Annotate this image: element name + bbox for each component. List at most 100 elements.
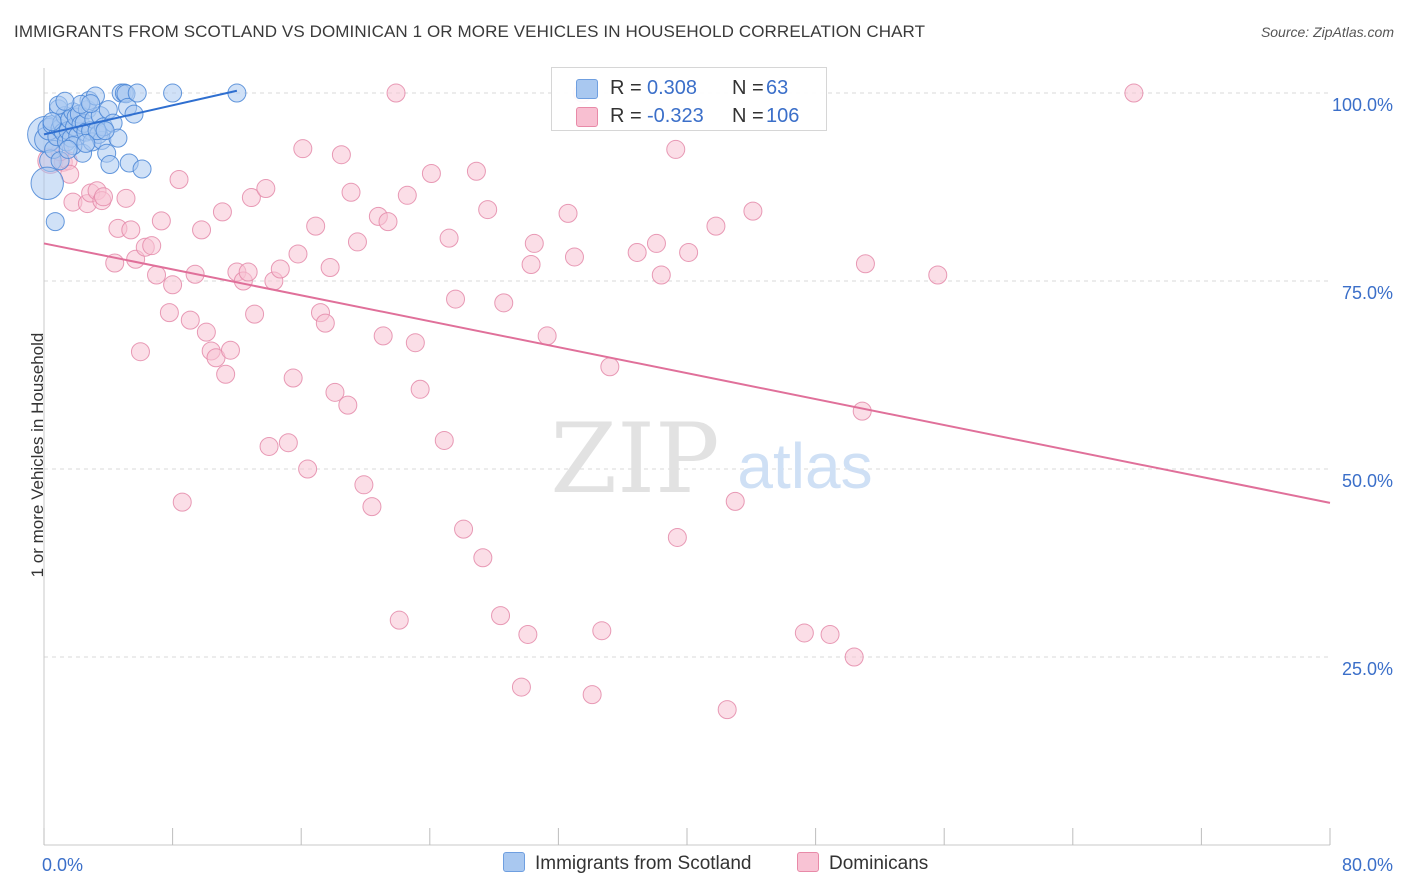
y-tick-label-1: 50.0% [1342, 471, 1393, 491]
dominican-point-57 [354, 475, 374, 495]
chart-title: IMMIGRANTS FROM SCOTLAND VS DOMINICAN 1 … [14, 22, 926, 41]
dominican-point-61 [378, 212, 398, 232]
dominican-point-23 [169, 170, 189, 190]
scotland-point-58 [95, 121, 115, 141]
dominican-point-91 [666, 139, 686, 159]
dominican-point-38 [245, 304, 265, 324]
scotland-point-62 [81, 94, 101, 114]
scotland-point-38 [100, 154, 120, 174]
dominican-point-28 [196, 322, 216, 342]
dominican-n-label: N = [732, 105, 764, 127]
dominican-point-58 [362, 497, 382, 517]
dominican-point-42 [270, 259, 290, 279]
dominican-point-93 [679, 242, 699, 262]
dominican-point-60 [373, 326, 393, 346]
dominican-point-16 [130, 342, 150, 362]
dominican-point-45 [288, 244, 308, 264]
dominican-point-98 [794, 623, 814, 643]
legend-item-dominicans[interactable]: Dominicans [797, 852, 928, 875]
dominican-point-14 [121, 220, 141, 240]
dominican-point-66 [410, 379, 430, 399]
dominican-point-90 [651, 265, 671, 285]
scotland-legend-swatch [503, 852, 525, 872]
dominican-point-87 [600, 357, 620, 377]
dominican-point-75 [491, 606, 511, 626]
dominican-point-53 [331, 145, 351, 165]
trend-lines [43, 89, 1331, 504]
x-tick-label-max: 80.0% [1342, 855, 1393, 875]
dominican-r-label: R = [610, 105, 642, 127]
dominican-point-103 [928, 265, 948, 285]
dominican-points [37, 83, 1144, 720]
dominican-point-73 [473, 548, 493, 568]
dominican-point-65 [405, 333, 425, 353]
dominican-point-78 [518, 624, 538, 644]
legend-item-scotland[interactable]: Immigrants from Scotland [503, 852, 751, 875]
dominican-point-37 [241, 188, 261, 208]
dominican-point-25 [180, 310, 200, 330]
dominican-trend-line [43, 242, 1331, 504]
dominican-point-100 [844, 647, 864, 667]
dominican-point-32 [216, 364, 236, 384]
dominican-point-46 [293, 139, 313, 159]
dominican-point-83 [564, 247, 584, 267]
dominican-point-85 [582, 685, 602, 705]
scotland-point-49 [163, 83, 183, 103]
dominican-point-52 [325, 382, 345, 402]
dominican-point-97 [743, 201, 763, 221]
dominican-point-39 [256, 179, 276, 199]
dominican-point-44 [283, 368, 303, 388]
dominican-point-27 [192, 220, 212, 240]
scotland-point-47 [127, 83, 147, 103]
scotland-legend-label: Immigrants from Scotland [535, 853, 752, 874]
dominican-point-22 [163, 275, 183, 295]
dominican-point-31 [212, 202, 232, 222]
watermark-atlas: atlas [737, 430, 872, 502]
scotland-swatch [576, 79, 598, 99]
watermark: ZIP atlas [550, 403, 872, 515]
scotland-point-50 [30, 166, 64, 200]
dominican-point-82 [558, 203, 578, 223]
dominican-point-88 [627, 242, 647, 262]
dominican-point-51 [320, 257, 340, 277]
dominican-point-48 [306, 216, 326, 236]
dominican-point-64 [397, 185, 417, 205]
dominican-point-72 [466, 161, 486, 181]
scotland-points [27, 83, 247, 232]
dominican-point-96 [725, 491, 745, 511]
dominican-r-value: -0.323 [647, 105, 704, 127]
y-tick-label-2: 75.0% [1342, 283, 1393, 303]
dominican-point-99 [820, 624, 840, 644]
dominican-point-67 [421, 163, 441, 183]
scotland-r-value: 0.308 [647, 77, 698, 99]
dominican-point-77 [511, 677, 531, 697]
dominican-point-13 [116, 188, 136, 208]
y-axis-label: 1 or more Vehicles in Household [28, 332, 47, 578]
dominican-legend-swatch [797, 852, 819, 872]
dominican-point-47 [298, 459, 318, 479]
scotland-point-57 [76, 133, 96, 153]
x-tick-label-min: 0.0% [42, 855, 83, 875]
dominican-point-36 [238, 262, 258, 282]
dominican-point-40 [259, 436, 279, 456]
dominican-point-33 [220, 340, 240, 360]
dominican-point-63 [389, 610, 409, 630]
dominican-swatch [576, 107, 598, 127]
dominican-point-104 [1124, 83, 1144, 103]
dominican-point-79 [521, 254, 541, 274]
dominican-point-19 [147, 265, 167, 285]
scotland-point-61 [55, 91, 75, 111]
dominican-point-74 [478, 200, 498, 220]
scotland-r-label: R = [610, 77, 642, 99]
dominican-point-50 [315, 313, 335, 333]
dominican-point-56 [347, 232, 367, 252]
scotland-n-label: N = [732, 77, 764, 99]
watermark-zip: ZIP [550, 403, 719, 515]
x-tick-labels: 0.0% 80.0% [42, 855, 1393, 875]
dominican-point-21 [159, 303, 179, 323]
dominican-point-76 [494, 293, 514, 313]
scotland-point-56 [58, 139, 78, 159]
scotland-n-value: 63 [766, 77, 789, 99]
source-label: Source: ZipAtlas.com [1260, 24, 1394, 40]
stats-legend: R = 0.308 N = 63 R = -0.323 N = 106 [551, 67, 827, 131]
